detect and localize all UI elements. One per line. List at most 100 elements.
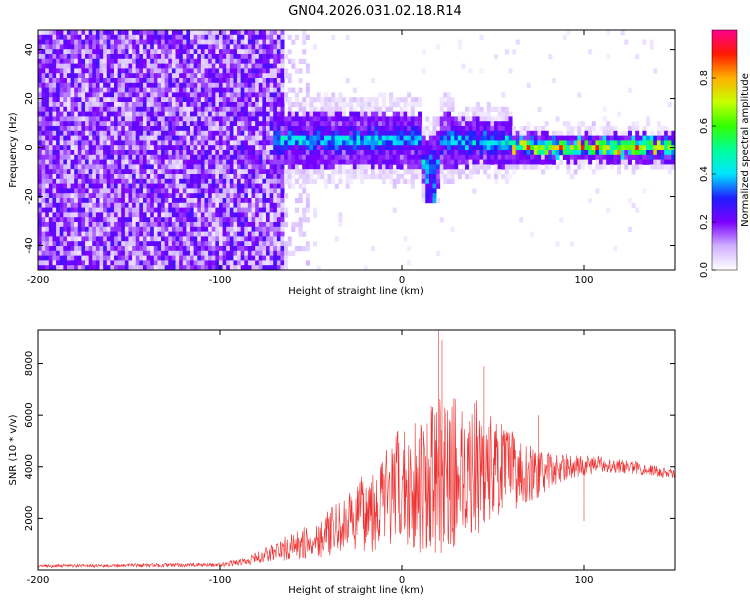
heatmap-cell	[128, 231, 133, 237]
heatmap-cell	[52, 49, 57, 55]
heatmap-cell	[171, 164, 176, 170]
heatmap-cell	[124, 54, 129, 60]
heatmap-cell	[237, 169, 242, 175]
heatmap-cell	[461, 150, 466, 156]
heatmap-cell	[443, 178, 448, 184]
heatmap-cell	[81, 126, 86, 132]
heatmap-cell	[171, 63, 176, 69]
heatmap-cell	[132, 246, 137, 252]
heatmap-cell	[142, 193, 147, 199]
heatmap-cell	[273, 169, 278, 175]
heatmap-cell	[171, 82, 176, 88]
heatmap-cell	[110, 202, 115, 208]
heatmap-cell	[367, 174, 372, 180]
heatmap-cell	[52, 217, 57, 223]
heatmap-cell	[454, 121, 459, 127]
heatmap-cell	[99, 34, 104, 40]
heatmap-cell	[48, 145, 53, 151]
heatmap-cell	[88, 39, 93, 45]
heatmap-cell	[150, 212, 155, 218]
heatmap-cell	[327, 121, 332, 127]
heatmap-cell	[139, 217, 144, 223]
heatmap-cell	[114, 198, 119, 204]
heatmap-cell	[208, 121, 213, 127]
heatmap-cell	[363, 102, 368, 108]
heatmap-cell	[193, 222, 198, 228]
heatmap-cell	[121, 178, 126, 184]
heatmap-cell	[135, 121, 140, 127]
heatmap-cell	[244, 92, 249, 98]
heatmap-cell	[255, 106, 260, 112]
heatmap-cell	[175, 135, 180, 141]
heatmap-cell	[157, 202, 162, 208]
heatmap-cell	[48, 212, 53, 218]
heatmap-cell	[52, 116, 57, 122]
heatmap-cell	[110, 246, 115, 252]
heatmap-cell	[226, 217, 231, 223]
heatmap-cell	[269, 116, 274, 122]
heatmap-cell	[81, 102, 86, 108]
heatmap-cell	[66, 236, 71, 242]
heatmap-cell	[396, 121, 401, 127]
heatmap-cell	[457, 121, 462, 127]
heatmap-cell	[168, 231, 173, 237]
heatmap-cell	[570, 135, 575, 141]
heatmap-cell	[103, 102, 108, 108]
heatmap-cell	[512, 49, 517, 55]
heatmap-cell	[200, 140, 205, 146]
heatmap-cell	[544, 150, 549, 156]
heatmap-cell	[461, 111, 466, 117]
heatmap-cell	[121, 202, 126, 208]
heatmap-cell	[175, 140, 180, 146]
heatmap-cell	[660, 126, 665, 132]
heatmap-cell	[164, 212, 169, 218]
heatmap-cell	[186, 97, 191, 103]
heatmap-cell	[255, 44, 260, 50]
heatmap-cell	[186, 202, 191, 208]
heatmap-cell	[92, 236, 97, 242]
heatmap-cell	[403, 130, 408, 136]
heatmap-cell	[512, 150, 517, 156]
heatmap-cell	[247, 188, 252, 194]
heatmap-cell	[153, 97, 158, 103]
heatmap-cell	[226, 106, 231, 112]
heatmap-cell	[418, 164, 423, 170]
heatmap-cell	[287, 241, 292, 247]
heatmap-cell	[450, 150, 455, 156]
heatmap-cell	[399, 159, 404, 165]
heatmap-cell	[204, 130, 209, 136]
heatmap-cell	[103, 92, 108, 98]
snr-xtick-label: 0	[399, 575, 405, 586]
heatmap-cell	[175, 217, 180, 223]
heatmap-cell	[504, 154, 509, 160]
heatmap-cell	[580, 150, 585, 156]
heatmap-cell	[479, 111, 484, 117]
heatmap-cell	[190, 126, 195, 132]
heatmap-cell	[247, 265, 252, 270]
heatmap-cell	[664, 154, 669, 160]
heatmap-cell	[77, 169, 82, 175]
heatmap-cell	[363, 97, 368, 103]
heatmap-cell	[218, 241, 223, 247]
heatmap-cell	[432, 130, 437, 136]
heatmap-cell	[128, 250, 133, 256]
heatmap-cell	[88, 126, 93, 132]
heatmap-cell	[276, 30, 281, 36]
heatmap-cell	[439, 140, 444, 146]
heatmap-cell	[255, 222, 260, 228]
heatmap-cell	[627, 126, 632, 132]
heatmap-cell	[70, 188, 75, 194]
heatmap-cell	[591, 169, 596, 175]
heatmap-cell	[175, 236, 180, 242]
heatmap-cell	[99, 222, 104, 228]
heatmap-cell	[262, 140, 267, 146]
heatmap-cell	[247, 78, 252, 84]
heatmap-cell	[161, 202, 166, 208]
heatmap-cell	[385, 164, 390, 170]
heatmap-cell	[153, 174, 158, 180]
heatmap-cell	[204, 154, 209, 160]
heatmap-cell	[132, 140, 137, 146]
heatmap-cell	[88, 217, 93, 223]
heatmap-cell	[88, 58, 93, 64]
